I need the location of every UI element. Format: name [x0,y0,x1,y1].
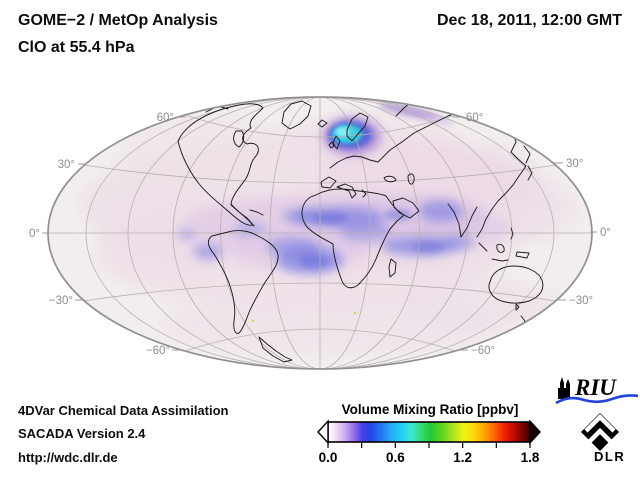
riu-logo-text: RIU [574,375,617,400]
coast-sumatra [478,242,488,252]
lat-label-left-60: 60° [157,112,174,124]
coast-britain [332,135,341,150]
dlr-logo-text: DLR [594,449,625,464]
coast-australia [488,265,544,304]
coast-kamchatka [523,145,531,164]
lat-label-left-0: 0° [29,228,40,240]
coast-greenland [281,100,312,130]
coast-north-america [177,103,264,226]
figure-datetime: Dec 18, 2011, 12:00 GMT [437,12,622,29]
data-layer-cyan-maximum [323,117,381,155]
figure-subtitle: ClO at 55.4 hPa [18,39,135,56]
colorbar-gradient-bar [328,422,530,442]
coast-iberia [320,176,337,189]
coast-java [491,258,509,262]
footer-line-assimilation: 4DVar Chemical Data Assimilation [18,403,229,418]
colorbar-underflow-arrow-icon [317,419,329,445]
coast-ireland [328,141,335,149]
coast-arabia [392,197,420,219]
colorbar-tick-1.2: 1.2 [453,450,472,465]
colorbar-legend: Volume Mixing Ratio [ppbv] 0.0 0.6 1.2 1… [317,402,541,465]
coast-caspian [407,173,415,185]
coast-africa [301,188,405,289]
colorbar-tick-0.0: 0.0 [319,450,338,465]
lat-label-right-m30: −30° [569,295,593,307]
coast-black-sea [383,175,397,183]
map-border [47,96,593,370]
riu-logo: RIU [555,375,639,405]
coast-south-america [207,230,279,334]
colorbar-tick-1.8: 1.8 [521,450,540,465]
coast-philippines [510,227,514,240]
riu-wave-icon [555,394,639,405]
colorbar-minor-ticks [327,443,531,448]
data-layer-arctic-streak [378,102,453,125]
dlr-chevron-lower [584,427,616,447]
data-layer-blue-patches [177,200,474,274]
coast-hudson-bay [233,130,245,148]
figure-title: GOME−2 / MetOp Analysis [18,12,218,29]
data-layer-hot-pixels [251,311,357,323]
lat-label-left-30: 30° [58,159,75,171]
coast-caribbean [249,209,264,216]
coast-japan [527,165,533,181]
lat-label-left-m60: −60° [146,345,170,357]
world-map: 60° 30° 0° −30° −60° 60° 30° 0° −30° −60… [29,96,611,370]
coast-new-guinea [515,251,530,259]
dlr-chevron-upper [584,413,616,433]
colorbar-overflow-arrow-icon [529,419,541,445]
coast-tasmania [515,303,520,311]
coast-arctic-islands-2 [243,97,267,99]
coast-central-america [230,204,255,227]
lat-label-right-m60: −60° [471,345,495,357]
coast-europe-north [329,155,379,169]
lat-label-right-0: 0° [600,227,611,239]
coast-iceland [317,119,328,128]
riu-cathedral-icon [558,377,570,399]
coastlines [177,97,544,363]
coast-antarctic-peninsula [258,336,293,363]
colorbar-tick-0.6: 0.6 [386,450,405,465]
coast-borneo [496,243,505,253]
lat-label-right-60: 60° [466,112,483,124]
lat-label-left-m30: −30° [49,295,73,307]
latitude-labels: 60° 30° 0° −30° −60° 60° 30° 0° −30° −60… [29,112,611,357]
coast-scandinavia [346,112,369,142]
coast-india [447,203,478,238]
graticule [48,97,592,369]
lat-label-right-30: 30° [566,158,583,170]
coast-madagascar [388,258,397,278]
colorbar-title: Volume Mixing Ratio [ppbv] [342,402,519,417]
data-layer-deep-blue [299,209,444,268]
footer-line-version: SACADA Version 2.4 [18,426,146,441]
dlr-logo: DLR [581,413,625,464]
footer-line-url: http://wdc.dlr.de [18,450,118,465]
